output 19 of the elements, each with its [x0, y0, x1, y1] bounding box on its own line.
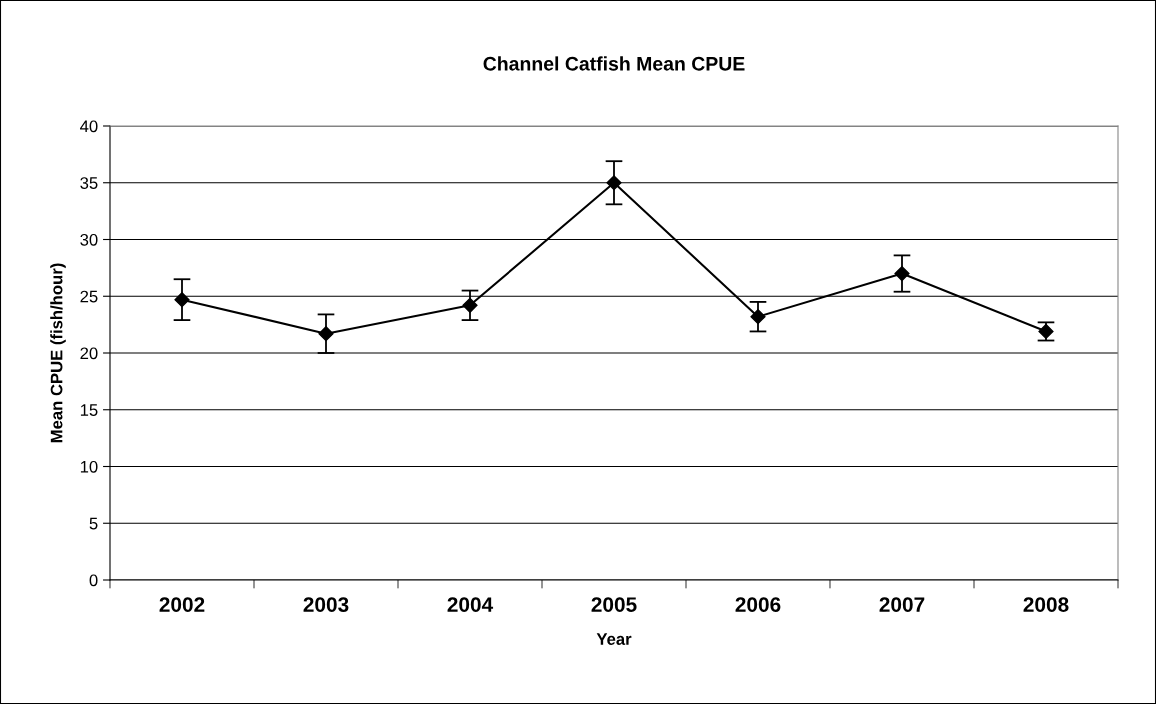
y-tick-label: 30	[80, 233, 98, 246]
x-tick-label: 2003	[303, 597, 349, 612]
y-tick-label: 20	[80, 347, 98, 360]
x-tick-label: 2002	[159, 597, 205, 612]
chart-title: Channel Catfish Mean CPUE	[483, 56, 745, 71]
x-tick-label: 2004	[447, 597, 494, 612]
y-tick-label: 0	[89, 574, 98, 587]
y-tick-label: 15	[80, 404, 98, 416]
y-tick-label: 40	[80, 120, 98, 133]
y-tick-label: 35	[80, 177, 98, 189]
x-tick-label: 2006	[735, 597, 781, 612]
x-tick-label: 2005	[591, 597, 637, 612]
x-axis-title: Year	[596, 633, 632, 645]
y-tick-label: 25	[80, 290, 98, 303]
y-axis-title: Mean CPUE (fish/hour)	[50, 263, 66, 443]
x-tick-label: 2007	[879, 597, 925, 612]
y-tick-label: 5	[89, 517, 98, 530]
y-tick-label: 10	[80, 460, 98, 473]
x-tick-label: 2008	[1023, 597, 1069, 612]
